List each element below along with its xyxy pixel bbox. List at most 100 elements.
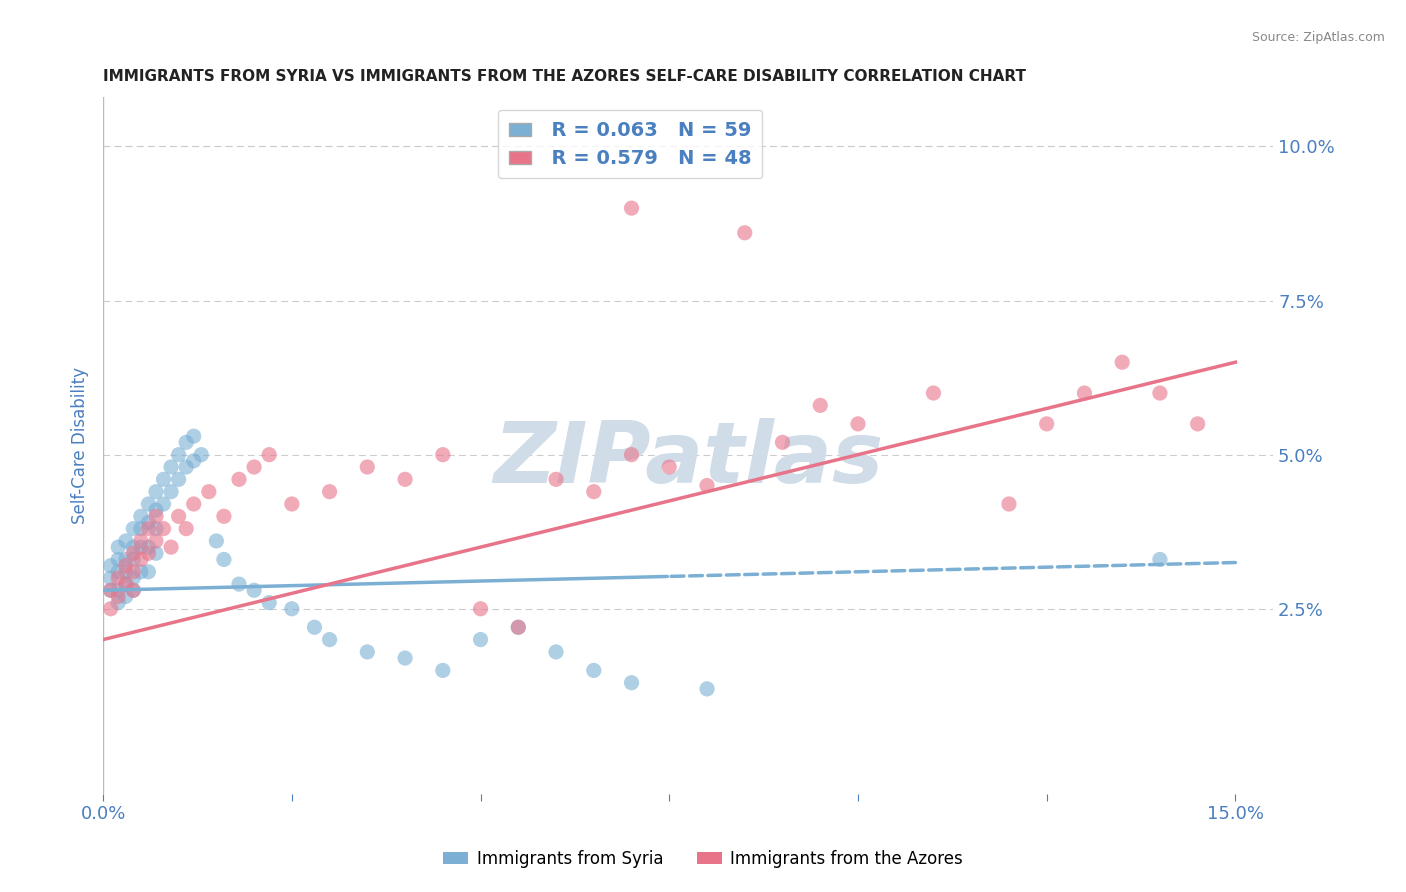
Text: ZIPatlas: ZIPatlas: [494, 417, 883, 501]
Point: [122, 546, 145, 560]
Point: [107, 540, 129, 554]
Point: [145, 533, 167, 548]
Point: [356, 460, 378, 475]
Legend: Immigrants from Syria, Immigrants from the Azores: Immigrants from Syria, Immigrants from t…: [437, 844, 969, 875]
Point: [205, 533, 228, 548]
Point: [122, 522, 145, 536]
Point: [129, 565, 152, 579]
Point: [122, 552, 145, 566]
Point: [304, 620, 326, 634]
Point: [160, 540, 183, 554]
Point: [582, 664, 605, 678]
Point: [281, 601, 304, 615]
Point: [129, 533, 152, 548]
Point: [145, 503, 167, 517]
Point: [190, 448, 212, 462]
Point: [145, 522, 167, 536]
Point: [100, 583, 122, 598]
Point: [107, 583, 129, 598]
Point: [114, 590, 136, 604]
Point: [145, 509, 167, 524]
Point: [243, 583, 266, 598]
Point: [138, 497, 160, 511]
Point: [167, 472, 190, 486]
Point: [100, 558, 122, 573]
Point: [152, 522, 174, 536]
Point: [1073, 386, 1095, 401]
Point: [228, 472, 250, 486]
Point: [167, 448, 190, 462]
Point: [145, 484, 167, 499]
Point: [100, 601, 122, 615]
Point: [508, 620, 530, 634]
Point: [808, 398, 831, 412]
Point: [114, 577, 136, 591]
Text: Source: ZipAtlas.com: Source: ZipAtlas.com: [1251, 31, 1385, 45]
Point: [1111, 355, 1133, 369]
Point: [129, 552, 152, 566]
Point: [174, 460, 197, 475]
Point: [107, 552, 129, 566]
Point: [620, 448, 643, 462]
Point: [212, 509, 235, 524]
Point: [167, 509, 190, 524]
Point: [544, 472, 567, 486]
Point: [138, 546, 160, 560]
Point: [846, 417, 869, 431]
Point: [1149, 386, 1171, 401]
Point: [114, 558, 136, 573]
Point: [544, 645, 567, 659]
Point: [620, 675, 643, 690]
Point: [129, 522, 152, 536]
Legend:   R = 0.063   N = 59,   R = 0.579   N = 48: R = 0.063 N = 59, R = 0.579 N = 48: [498, 110, 762, 178]
Point: [318, 484, 340, 499]
Point: [122, 540, 145, 554]
Point: [129, 509, 152, 524]
Point: [160, 484, 183, 499]
Y-axis label: Self-Care Disability: Self-Care Disability: [72, 367, 89, 524]
Text: IMMIGRANTS FROM SYRIA VS IMMIGRANTS FROM THE AZORES SELF-CARE DISABILITY CORRELA: IMMIGRANTS FROM SYRIA VS IMMIGRANTS FROM…: [103, 69, 1026, 84]
Point: [281, 497, 304, 511]
Point: [432, 448, 454, 462]
Point: [1035, 417, 1057, 431]
Point: [183, 454, 205, 468]
Point: [998, 497, 1021, 511]
Point: [620, 201, 643, 215]
Point: [152, 497, 174, 511]
Point: [696, 478, 718, 492]
Point: [228, 577, 250, 591]
Point: [138, 565, 160, 579]
Point: [318, 632, 340, 647]
Point: [734, 226, 756, 240]
Point: [212, 552, 235, 566]
Point: [114, 552, 136, 566]
Point: [922, 386, 945, 401]
Point: [122, 565, 145, 579]
Point: [138, 516, 160, 530]
Point: [470, 601, 492, 615]
Point: [114, 533, 136, 548]
Point: [183, 497, 205, 511]
Point: [198, 484, 221, 499]
Point: [1149, 552, 1171, 566]
Point: [183, 429, 205, 443]
Point: [129, 540, 152, 554]
Point: [138, 540, 160, 554]
Point: [107, 596, 129, 610]
Point: [114, 565, 136, 579]
Point: [107, 571, 129, 585]
Point: [107, 565, 129, 579]
Point: [122, 583, 145, 598]
Point: [394, 472, 416, 486]
Point: [394, 651, 416, 665]
Point: [508, 620, 530, 634]
Point: [257, 596, 280, 610]
Point: [174, 522, 197, 536]
Point: [243, 460, 266, 475]
Point: [696, 681, 718, 696]
Point: [100, 583, 122, 598]
Point: [107, 590, 129, 604]
Point: [582, 484, 605, 499]
Point: [470, 632, 492, 647]
Point: [174, 435, 197, 450]
